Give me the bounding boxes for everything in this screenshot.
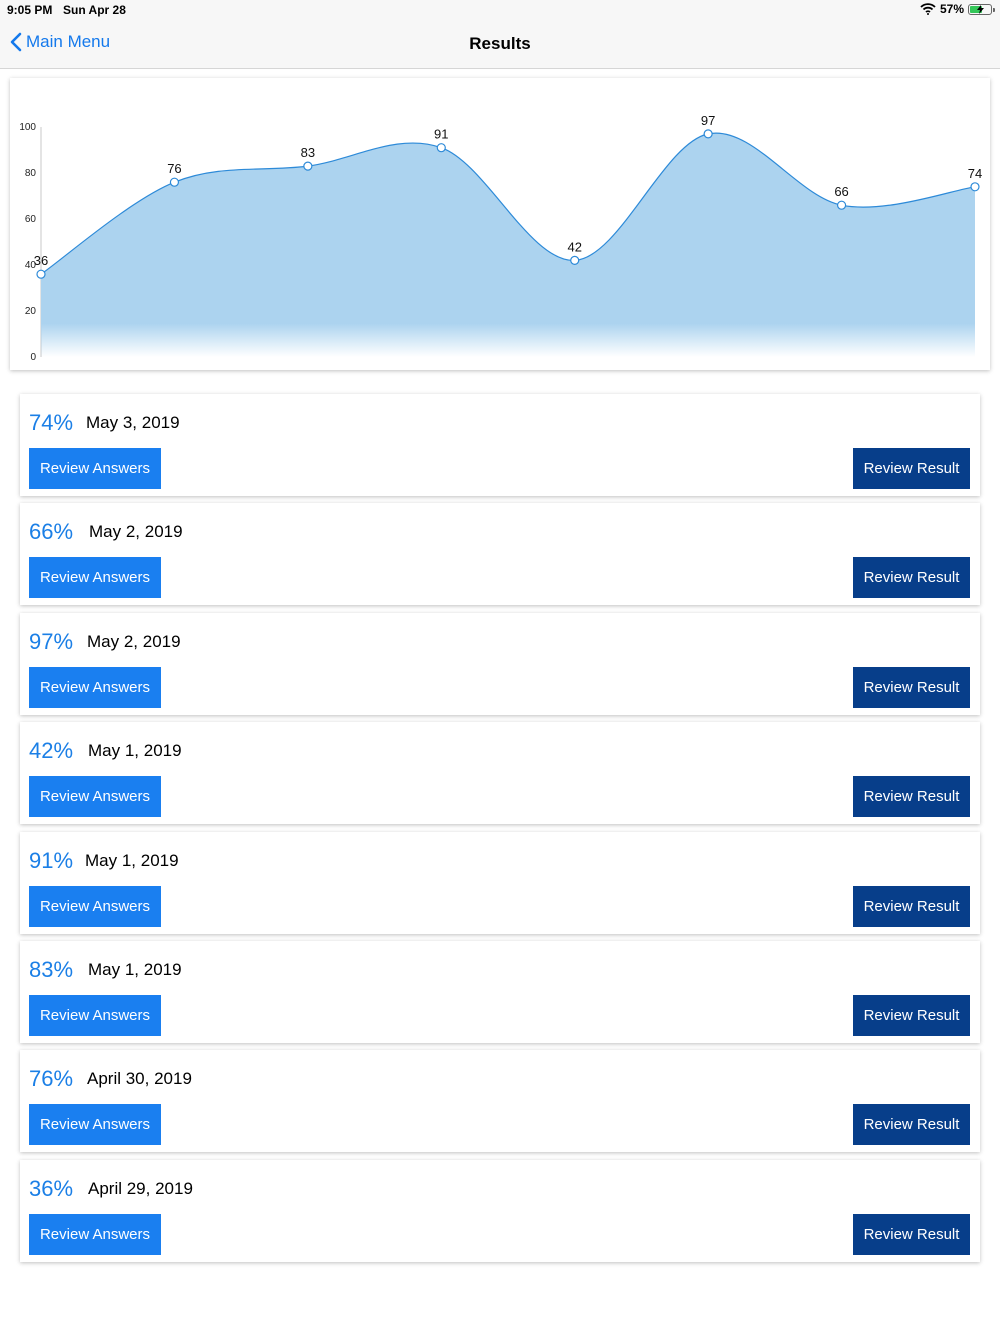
data-label: 76 — [167, 161, 181, 176]
y-axis: 0 20 40 60 80 100 — [19, 122, 42, 363]
y-tick-label: 20 — [25, 306, 37, 317]
result-card: 91% May 1, 2019 Review Answers Review Resul… — [20, 831, 980, 934]
review-result-button[interactable]: Review Result — [853, 557, 970, 599]
result-date: May 1, 2019 — [88, 741, 182, 761]
result-date: May 2, 2019 — [87, 631, 181, 651]
battery-percent: 57% — [939, 2, 964, 16]
review-result-button[interactable]: Review Result — [853, 776, 970, 818]
chart-series-line — [40, 132, 976, 275]
review-result-button[interactable]: Review Result — [853, 448, 970, 489]
result-card: 66% May 2, 2019 Review Answers Review Resul… — [20, 503, 980, 606]
status-right: 57% — [920, 2, 995, 16]
y-tick-label: 60 — [25, 214, 37, 225]
review-result-button[interactable]: Review Result — [853, 885, 970, 927]
page-title: Results — [469, 34, 531, 53]
data-point — [169, 177, 180, 187]
data-point — [836, 200, 847, 210]
review-result-button[interactable]: Review Result — [853, 666, 970, 708]
data-label: 42 — [567, 239, 581, 254]
result-score: 36% — [29, 1175, 74, 1201]
result-score: 97% — [29, 628, 74, 654]
review-answers-button[interactable]: Review Answers — [29, 1213, 161, 1255]
data-point — [303, 161, 313, 171]
back-button[interactable]: Main Menu — [10, 32, 110, 52]
chart-points: 36 76 83 91 42 97 66 74 — [34, 113, 982, 279]
result-date: May 1, 2019 — [85, 850, 179, 870]
review-answers-button[interactable]: Review Answers — [29, 994, 161, 1036]
data-label: 36 — [34, 253, 48, 268]
y-tick-label: 40 — [25, 260, 37, 271]
result-date: May 2, 2019 — [89, 522, 183, 542]
data-point — [570, 255, 580, 265]
data-label: 97 — [701, 113, 715, 128]
y-tick-label: 80 — [25, 168, 37, 179]
review-answers-button[interactable]: Review Answers — [29, 885, 161, 927]
result-card: 74% May 3, 2019 Review Answers Review Resul… — [20, 394, 980, 496]
data-point — [436, 143, 446, 153]
data-point — [970, 182, 980, 192]
results-chart: 0 20 40 60 80 100 36 76 83 91 42 97 66 74 — [10, 78, 990, 370]
y-tick-label: 100 — [19, 122, 36, 133]
review-answers-button[interactable]: Review Answers — [29, 776, 161, 818]
results-list: 74% May 3, 2019 Review Answers Review Resul… — [20, 394, 980, 1269]
data-label: 91 — [434, 127, 448, 142]
result-card: 97% May 2, 2019 Review Answers Review Resul… — [20, 612, 980, 715]
wifi-icon — [920, 3, 936, 15]
result-score: 74% — [29, 410, 74, 435]
chart-area-fill — [41, 133, 975, 357]
result-card: 42% May 1, 2019 Review Answers Review Resul… — [20, 722, 980, 825]
result-date: April 30, 2019 — [87, 1069, 192, 1089]
review-answers-button[interactable]: Review Answers — [29, 448, 161, 489]
data-label: 66 — [834, 184, 848, 199]
result-score: 83% — [29, 956, 74, 982]
data-label: 74 — [968, 166, 982, 181]
review-result-button[interactable]: Review Result — [853, 1104, 970, 1146]
review-result-button[interactable]: Review Result — [853, 994, 970, 1036]
result-date: May 3, 2019 — [86, 413, 180, 432]
chevron-left-icon — [10, 32, 22, 52]
result-score: 91% — [29, 847, 74, 873]
result-score: 76% — [29, 1066, 74, 1092]
status-time: 9:05 PM — [7, 3, 53, 17]
result-card: 83% May 1, 2019 Review Answers Review Resul… — [20, 940, 980, 1043]
data-point — [36, 269, 46, 279]
back-button-label: Main Menu — [26, 32, 111, 51]
review-answers-button[interactable]: Review Answers — [29, 557, 161, 599]
y-tick-label: 0 — [30, 352, 36, 363]
navigation-bar: Main Menu Results — [0, 20, 1000, 69]
result-date: May 1, 2019 — [88, 959, 182, 979]
status-bar: 9:05 PM Sun Apr 28 57% — [0, 0, 1000, 20]
results-area-chart: 0 20 40 60 80 100 36 76 83 91 42 97 66 74 — [19, 113, 982, 363]
data-label: 83 — [301, 145, 315, 160]
data-point — [703, 129, 713, 139]
result-date: April 29, 2019 — [88, 1178, 193, 1198]
result-card: 76% April 30, 2019 Review Answers Review Re… — [20, 1050, 980, 1153]
review-result-button[interactable]: Review Result — [853, 1213, 970, 1255]
result-score: 66% — [29, 519, 74, 545]
battery-icon — [968, 3, 995, 15]
status-date: Sun Apr 28 — [63, 3, 126, 17]
result-card: 36% April 29, 2019 Review Answers Review Re… — [20, 1159, 980, 1262]
result-score: 42% — [29, 738, 74, 764]
review-answers-button[interactable]: Review Answers — [29, 1104, 161, 1146]
review-answers-button[interactable]: Review Answers — [29, 666, 161, 708]
